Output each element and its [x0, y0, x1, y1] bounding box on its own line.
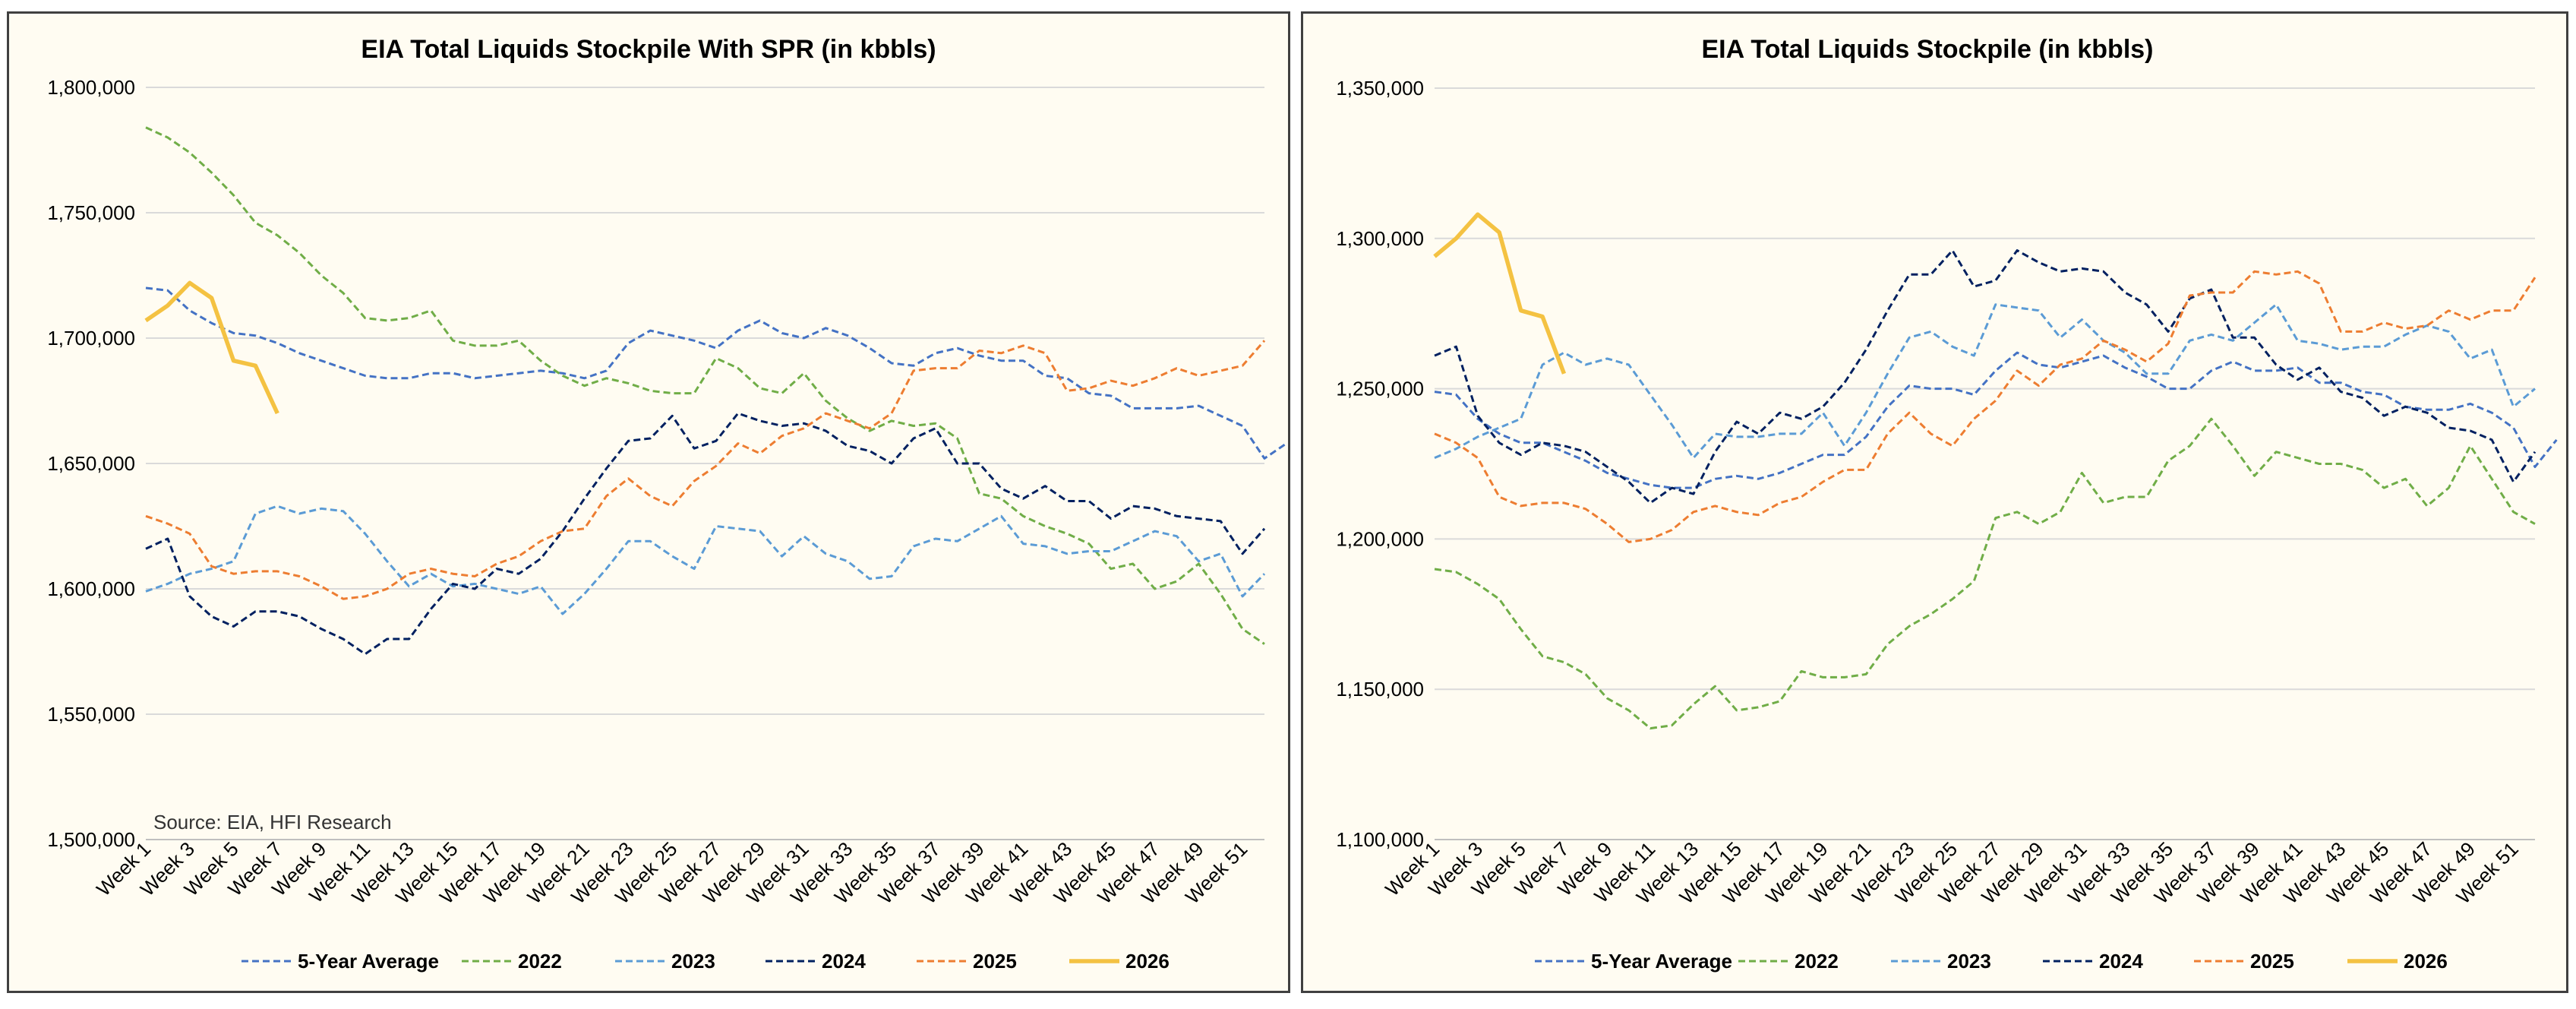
chart-panel-total: EIA Total Liquids Stockpile (in kbbls) 1…: [1301, 11, 2568, 993]
y-tick-label: 1,750,000: [47, 201, 135, 224]
y-tick-label: 1,100,000: [1336, 828, 1424, 851]
y-tick-label: 1,500,000: [47, 828, 135, 851]
legend-label-2026: 2026: [2404, 950, 2448, 973]
chart-title: EIA Total Liquids Stockpile With SPR (in…: [361, 35, 936, 64]
legend-label-2022: 2022: [518, 950, 562, 973]
series-line-2026: [144, 280, 279, 415]
y-tick-label: 1,300,000: [1336, 227, 1424, 250]
y-tick-label: 1,350,000: [1336, 77, 1424, 100]
y-tick-label: 1,550,000: [47, 703, 135, 726]
legend-label-2023: 2023: [1947, 950, 1991, 973]
series-line-2023: [1434, 303, 2536, 460]
series-line-2024: [145, 412, 1266, 656]
series-line-5-year-average: [1434, 351, 2558, 489]
y-tick-label: 1,600,000: [47, 577, 135, 600]
chart-title: EIA Total Liquids Stockpile (in kbbls): [1701, 35, 2153, 64]
source-note: Source: EIA, HFI Research: [153, 811, 392, 833]
series-line-2022: [145, 126, 1265, 645]
legend-label-2024: 2024: [822, 950, 866, 973]
series-line-2025: [1434, 270, 2537, 543]
chart-total: EIA Total Liquids Stockpile (in kbbls) 1…: [1336, 35, 2558, 973]
chart-panel-with-spr: EIA Total Liquids Stockpile With SPR (in…: [7, 11, 1290, 993]
series-line-2025: [145, 340, 1266, 600]
legend-label-2025: 2025: [973, 950, 1017, 973]
y-tick-label: 1,700,000: [47, 327, 135, 350]
legend-label-2023: 2023: [671, 950, 715, 973]
series-line-2024: [1434, 249, 2537, 504]
series-line-5-year-average: [145, 286, 1287, 460]
legend-label-2024: 2024: [2099, 950, 2143, 973]
y-tick-label: 1,250,000: [1336, 378, 1424, 400]
series-line-2023: [145, 504, 1266, 615]
series-line-2026: [1433, 212, 1567, 375]
y-tick-label: 1,150,000: [1336, 678, 1424, 701]
legend-label-2022: 2022: [1795, 950, 1839, 973]
legend-label-5-year-average: 5-Year Average: [298, 950, 439, 973]
legend-label-2026: 2026: [1125, 950, 1170, 973]
y-tick-label: 1,800,000: [47, 76, 135, 99]
y-tick-label: 1,200,000: [1336, 527, 1424, 550]
legend-label-2025: 2025: [2250, 950, 2294, 973]
series-line-2022: [1434, 417, 2536, 730]
y-tick-label: 1,650,000: [47, 452, 135, 475]
legend-label-5-year-average: 5-Year Average: [1591, 950, 1732, 973]
chart-with-spr: EIA Total Liquids Stockpile With SPR (in…: [47, 35, 1287, 973]
